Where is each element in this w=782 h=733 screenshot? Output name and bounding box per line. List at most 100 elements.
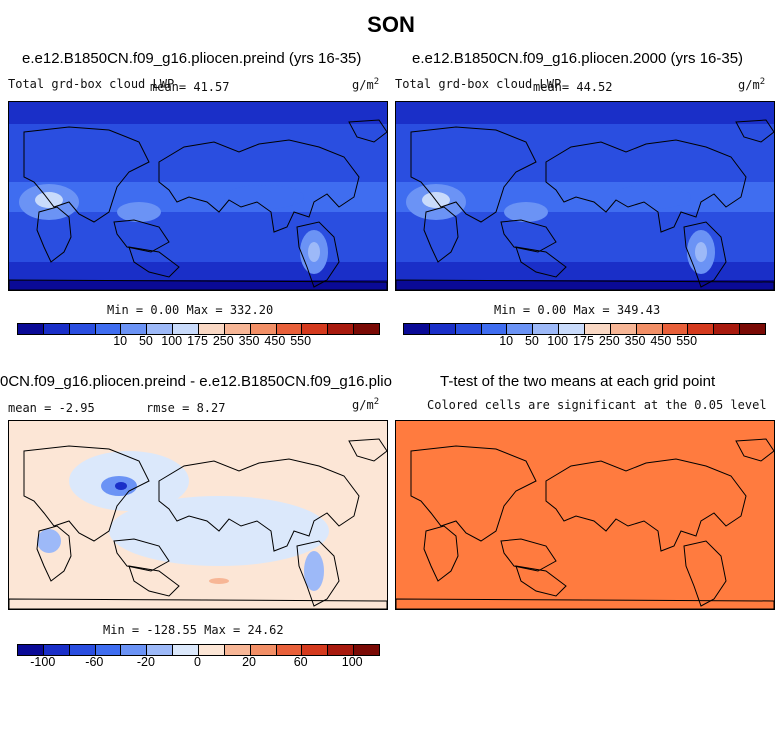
field-region [611, 185, 691, 209]
coastline [348, 438, 387, 462]
colorbar-swatch [740, 324, 766, 334]
field-region [9, 102, 387, 124]
colorbar-tick-label: 60 [293, 655, 308, 669]
colorbar-swatch [199, 324, 225, 334]
colorbar-swatch [585, 324, 611, 334]
colorbar-swatch [328, 645, 355, 655]
colorbar-tick-label: 250 [212, 334, 234, 348]
coastline [683, 540, 727, 607]
colorbar-tick-label: -100 [30, 655, 56, 669]
panel2-minmax: Min = 0.00 Max = 349.43 [494, 303, 661, 317]
colorbar-tick-label: 175 [187, 334, 208, 348]
colorbar-swatch [662, 324, 689, 334]
colorbar-swatch [121, 645, 148, 655]
coastline [423, 206, 459, 263]
colorbar-swatch [610, 324, 637, 334]
colorbar-tick-label: 100 [161, 334, 183, 348]
colorbar-swatch [636, 324, 663, 334]
colorbar-swatch [18, 324, 44, 334]
colorbar-tick-label: 0 [194, 655, 201, 669]
colorbar-swatch [69, 324, 96, 334]
panel1-title: e.e12.B1850CN.f09_g16.pliocen.preind (yr… [22, 50, 362, 67]
field-region [504, 202, 548, 222]
coastline [296, 540, 340, 607]
panel1-units: g/m2 [352, 77, 380, 92]
colorbar-swatch [328, 324, 355, 334]
figure-title: SON [367, 12, 415, 37]
colorbar-swatch [43, 324, 70, 334]
colorbar-tick-label: 10 [113, 334, 128, 348]
world-map [396, 102, 774, 290]
field-region [224, 185, 304, 209]
colorbar-swatch [224, 324, 251, 334]
panel2-title: e.e12.B1850CN.f09_g16.pliocen.2000 (yrs … [412, 50, 744, 67]
coastline [113, 219, 170, 253]
field-region [396, 421, 774, 609]
colorbar-swatch [714, 324, 741, 334]
field-region [209, 578, 229, 584]
world-map [396, 421, 774, 609]
panel3-map [8, 420, 388, 610]
colorbar-tick-label: 550 [676, 334, 698, 348]
coastline [735, 438, 774, 462]
colorbar-tick-label: 50 [524, 334, 539, 348]
colorbar-swatch [481, 324, 508, 334]
colorbar-swatch [173, 645, 200, 655]
panel2-colorbar [403, 323, 766, 335]
panel1-map [8, 101, 388, 291]
colorbar-swatch [507, 324, 534, 334]
colorbar-swatch [147, 645, 174, 655]
coastline [396, 598, 774, 609]
field-region [304, 551, 324, 591]
panel2-colorbar-ticks: 10 50 100 175 250 350 450 550 [403, 334, 764, 350]
coastline [296, 221, 340, 288]
colorbar-swatch [404, 324, 430, 334]
field-region [9, 280, 387, 290]
panel2-variable-label: Total grd-box cloud LWP [395, 77, 562, 91]
coastline [410, 445, 537, 542]
field-region [115, 482, 127, 490]
colorbar-swatch [95, 645, 122, 655]
colorbar-tick-label: 50 [138, 334, 153, 348]
colorbar-swatch [147, 324, 174, 334]
panel2-map [395, 101, 775, 291]
coastline [158, 458, 360, 552]
colorbar-tick-label: 100 [547, 334, 569, 348]
colorbar-swatch [69, 645, 96, 655]
panel4-map [395, 420, 775, 610]
coastline [683, 221, 727, 288]
coastline [410, 126, 537, 223]
colorbar-swatch [250, 645, 277, 655]
coastline [36, 525, 72, 582]
coastline [500, 538, 557, 572]
colorbar-swatch [533, 324, 560, 334]
coastline [9, 598, 387, 609]
colorbar-tick-label: 350 [624, 334, 646, 348]
coastline [735, 119, 774, 143]
world-map [9, 102, 387, 290]
colorbar-swatch [455, 324, 482, 334]
colorbar-swatch [199, 645, 225, 655]
field-region [396, 280, 774, 290]
colorbar-swatch [276, 324, 303, 334]
panel1-colorbar [17, 323, 380, 335]
field-region [396, 102, 774, 124]
colorbar-tick-label: 450 [264, 334, 286, 348]
colorbar-swatch [302, 645, 329, 655]
colorbar-tick-label: 20 [242, 655, 257, 669]
colorbar-tick-label: -20 [136, 655, 155, 669]
colorbar-swatch [250, 324, 277, 334]
panel2-mean: mean= 44.52 [533, 80, 613, 94]
panel1-variable-label: Total grd-box cloud LWP [8, 77, 175, 91]
coastline [23, 445, 150, 542]
colorbar-swatch [173, 324, 200, 334]
field-region [695, 242, 707, 262]
colorbar-swatch [276, 645, 303, 655]
colorbar-swatch [121, 324, 148, 334]
panel2-units: g/m2 [738, 77, 766, 92]
colorbar-swatch [95, 324, 122, 334]
panel4-subtitle: Colored cells are significant at the 0.0… [427, 398, 767, 412]
coastline [23, 126, 150, 223]
panel3-colorbar [17, 644, 380, 656]
coastline [113, 538, 170, 572]
